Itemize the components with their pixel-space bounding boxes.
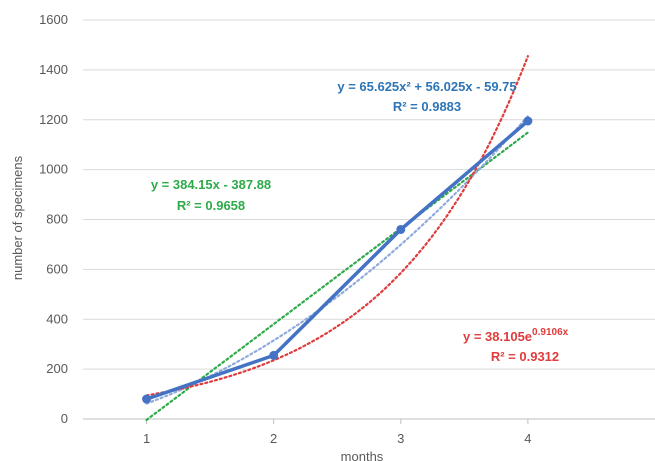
y-tick-label: 800	[46, 212, 68, 227]
y-tick-label: 1000	[39, 162, 68, 177]
y-tick-label: 400	[46, 311, 68, 326]
x-tick-label: 4	[524, 431, 531, 446]
linear-equation-label: y = 384.15x - 387.88	[151, 177, 271, 192]
data-series	[142, 116, 533, 404]
x-tick-label: 3	[397, 431, 404, 446]
exp-equation-base: y = 38.105e	[463, 329, 532, 344]
y-tick-label: 0	[61, 411, 68, 426]
trendlines	[145, 55, 530, 421]
exp-equation-label: y = 38.105e0.9106x	[463, 327, 569, 344]
grid-lines	[83, 19, 655, 420]
exp-equation-exponent: 0.9106x	[532, 327, 569, 338]
y-axis-title: number of specimens	[10, 155, 25, 280]
linear-r2-label: R² = 0.9658	[177, 198, 245, 213]
y-tick-labels: 0 200 400 600 800 1000 1200 1400 1600	[39, 12, 68, 426]
polynomial-trendline	[145, 115, 530, 405]
data-point	[269, 350, 279, 360]
x-axis-title: months	[341, 449, 384, 461]
y-tick-label: 1400	[39, 62, 68, 77]
y-tick-label: 600	[46, 261, 68, 276]
exponential-trendline	[145, 55, 530, 397]
y-tick-label: 1200	[39, 112, 68, 127]
x-tick-label: 2	[270, 431, 277, 446]
poly-equation-label: y = 65.625x² + 56.025x - 59.75	[337, 79, 516, 94]
data-point	[523, 116, 533, 126]
x-tick-labels: 1 2 3 4	[143, 419, 532, 446]
series-line	[146, 119, 530, 401]
x-tick-label: 1	[143, 431, 150, 446]
y-tick-label: 1600	[39, 12, 68, 27]
exp-r2-label: R² = 0.9312	[491, 349, 559, 364]
data-point	[396, 224, 406, 234]
linear-trendline	[145, 131, 530, 421]
data-point	[142, 394, 152, 404]
poly-r2-label: R² = 0.9883	[393, 99, 461, 114]
y-tick-label: 200	[46, 361, 68, 376]
